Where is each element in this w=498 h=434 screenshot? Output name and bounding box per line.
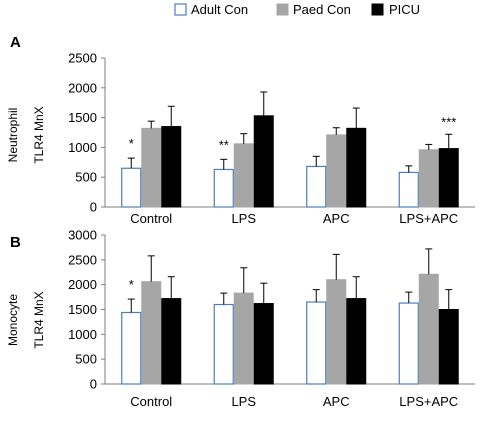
panel-a: A Neutrophil TLR4 MnX 0 500 1000 1500 2000 25… [6, 34, 475, 226]
x-tick-label-control-a: Control [130, 211, 172, 226]
y-tick-label-b: 2500 [68, 252, 97, 267]
legend-swatch-picu [371, 3, 384, 16]
y-axis-label-b: TLR4 MnX [32, 291, 46, 348]
row-label-neutrophil: Neutrophil [6, 108, 20, 163]
legend-label-picu: PICU [389, 2, 420, 17]
legend: Adult Con Paed Con PICU [174, 2, 420, 17]
y-tick-label-b: 0 [90, 377, 97, 392]
y-tick-label-b: 2000 [68, 277, 97, 292]
x-tick-label-lps-a: LPS [231, 211, 256, 226]
x-tick-label-apc-a: APC [323, 211, 350, 226]
legend-item-picu: PICU [371, 2, 420, 17]
legend-swatch-adult-con [174, 3, 187, 16]
bar-paed-con-lps-b [233, 292, 254, 385]
y-tick-label-b: 1500 [68, 302, 97, 317]
bar-paed-con-lps-apc-b [418, 273, 439, 385]
y-tick-label-b: 500 [75, 352, 97, 367]
bar-paed-con-control-a [141, 127, 162, 208]
x-tick-label-apc-b: APC [323, 394, 350, 409]
significance-marker-control-b: * [129, 277, 134, 292]
bar-adult-con-lps-b [213, 303, 234, 385]
y-tick-label-a: 2000 [68, 80, 97, 95]
bar-picu-control-b [161, 298, 182, 385]
row-label-monocyte: Monocyte [6, 294, 20, 346]
bar-adult-con-lps-apc-b [398, 302, 419, 385]
bar-picu-control-a [161, 126, 182, 208]
y-tick-label-a: 500 [75, 170, 97, 185]
panel-label-a: A [10, 34, 21, 51]
bar-paed-con-control-b [141, 281, 162, 385]
legend-swatch-paed-con [276, 3, 289, 16]
y-tick-label-b: 3000 [68, 228, 97, 243]
y-axis-label-a: TLR4 MnX [32, 106, 46, 163]
x-tick-label-control-b: Control [130, 394, 172, 409]
bar-adult-con-apc-a [306, 165, 327, 208]
bar-paed-con-lps-apc-a [418, 149, 439, 208]
x-tick-label-lps-apc-b: LPS+APC [399, 394, 458, 409]
bar-picu-lps-apc-a [438, 148, 459, 208]
bar-adult-con-control-b [121, 311, 142, 385]
significance-marker-lps-apc-a: *** [441, 114, 456, 129]
panel-b: B Monocyte TLR4 MnX 0 500 1000 1500 2000 2500… [6, 228, 475, 409]
bar-adult-con-lps-apc-a [398, 171, 419, 208]
bar-paed-con-apc-b [326, 279, 347, 385]
y-tick-label-a: 0 [90, 200, 97, 215]
bar-picu-apc-b [346, 298, 367, 385]
y-tick-label-a: 2500 [68, 51, 97, 66]
y-tick-label-b: 1000 [68, 327, 97, 342]
bar-picu-lps-b [253, 303, 274, 385]
legend-label-adult-con: Adult Con [191, 2, 248, 17]
y-tick-label-a: 1000 [68, 140, 97, 155]
significance-marker-control-a: * [129, 136, 134, 151]
x-tick-label-lps-b: LPS [231, 394, 256, 409]
y-tick-label-a: 1500 [68, 110, 97, 125]
x-tick-label-lps-apc-a: LPS+APC [399, 211, 458, 226]
bar-picu-apc-a [346, 127, 367, 208]
legend-item-adult-con: Adult Con [174, 2, 248, 17]
bar-paed-con-apc-a [326, 134, 347, 208]
bar-adult-con-lps-a [213, 168, 234, 208]
bar-picu-lps-apc-b [438, 309, 459, 385]
panel-label-b: B [10, 234, 21, 251]
legend-item-paed-con: Paed Con [276, 2, 351, 17]
significance-marker-lps-a: ** [219, 137, 229, 152]
legend-label-paed-con: Paed Con [293, 2, 351, 17]
bar-adult-con-control-a [121, 167, 142, 208]
bar-paed-con-lps-a [233, 143, 254, 208]
bar-adult-con-apc-b [306, 301, 327, 385]
bar-picu-lps-a [253, 115, 274, 208]
